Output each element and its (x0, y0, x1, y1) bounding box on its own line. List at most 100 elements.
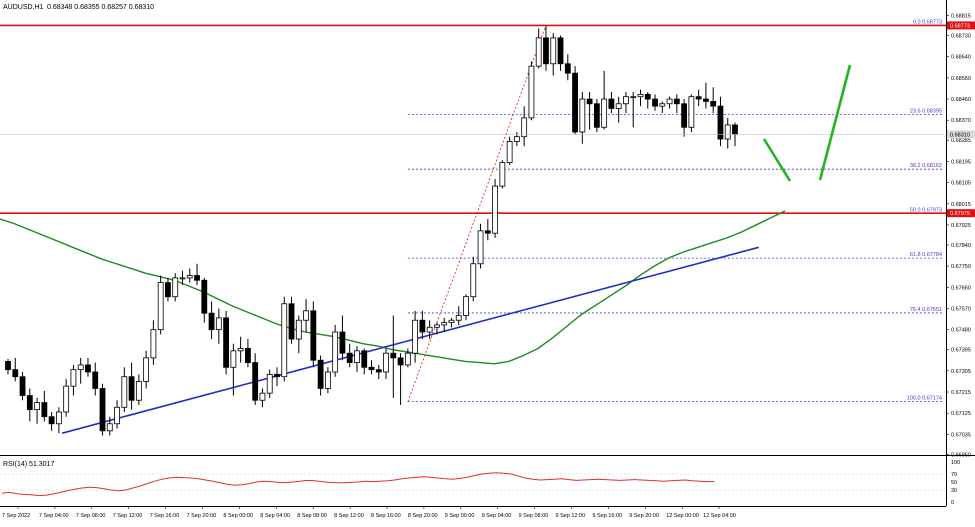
fib-level-label: 0.0 0.68773 (913, 19, 942, 25)
candle (157, 275, 164, 335)
candle (412, 310, 419, 363)
candle (448, 317, 455, 328)
candle (564, 54, 571, 81)
time-tick-label: 7 Sep 12:00 (113, 513, 143, 519)
candle (593, 99, 600, 132)
candle (63, 379, 70, 417)
candle (652, 94, 658, 111)
projection-down-stroke (762, 138, 792, 182)
candle (143, 350, 150, 389)
candle (135, 374, 142, 405)
candle (281, 296, 288, 382)
candle (295, 315, 302, 354)
candle (354, 346, 360, 372)
candle (361, 348, 368, 375)
candle (710, 87, 717, 114)
candle (165, 277, 171, 302)
candle (259, 388, 266, 408)
fib-level-label: 38.2 0.68162 (910, 163, 942, 169)
candle (579, 92, 586, 144)
candle (484, 219, 491, 241)
price-tick-label: 0.68550 (951, 76, 971, 82)
rsi-line (1, 472, 715, 497)
candle (179, 270, 186, 285)
candle (288, 296, 295, 344)
candle (34, 397, 40, 424)
time-tick-label: 7 Sep 2022 (2, 513, 30, 519)
candle (106, 416, 113, 436)
candle (695, 89, 702, 107)
price-tick-label: 0.66950 (951, 452, 971, 458)
price-tick-label: 0.68460 (951, 97, 971, 103)
time-tick-label: 9 Sep 04:00 (482, 513, 512, 519)
candle (463, 294, 469, 321)
candle (128, 362, 135, 410)
time-tick-label: 8 Sep 00:00 (223, 513, 253, 519)
candle (26, 388, 33, 422)
candle (572, 66, 578, 135)
candle (70, 364, 77, 396)
ascending-trendline[interactable] (61, 246, 760, 434)
price-tick-label: 0.67750 (951, 264, 971, 270)
price-tick-label: 0.67305 (951, 369, 971, 375)
candle (397, 353, 404, 405)
candle (521, 106, 528, 147)
candle (230, 343, 237, 396)
candle (470, 256, 477, 302)
candle (121, 367, 128, 412)
candle (615, 96, 622, 123)
candle (441, 317, 448, 332)
candle (346, 343, 353, 368)
price-tick-label: 0.68105 (951, 181, 971, 187)
time-tick-label: 7 Sep 20:00 (187, 513, 217, 519)
candle (12, 357, 19, 382)
candle (186, 268, 193, 283)
rsi-pane[interactable] (0, 456, 946, 506)
candle (208, 301, 215, 340)
candle (404, 348, 411, 368)
candle (368, 360, 375, 375)
candle (673, 94, 680, 114)
candle (659, 101, 666, 114)
support-lines[interactable] (0, 24, 946, 214)
candle (477, 223, 484, 269)
candle (324, 367, 331, 394)
candle (535, 28, 542, 69)
rsi-indicator: 100 70 50 30 0 (0, 460, 960, 506)
candle (703, 82, 709, 109)
candle (506, 136, 513, 165)
time-tick-label: 9 Sep 08:00 (519, 513, 549, 519)
candle (492, 179, 498, 238)
fib-level-label: 23.6 0.68395 (910, 108, 942, 114)
candle (77, 357, 84, 384)
time-tick-label: 8 Sep 08:00 (297, 513, 327, 519)
candle (339, 315, 346, 361)
candle (383, 348, 389, 380)
candle (266, 369, 273, 398)
support-price-label: 0.68773 (950, 23, 970, 29)
time-tick-label: 9 Sep 16:00 (592, 513, 622, 519)
candle (172, 273, 179, 302)
trendline[interactable] (61, 246, 760, 434)
candle (245, 339, 251, 368)
time-tick-label: 8 Sep 04:00 (260, 513, 290, 519)
candle (332, 324, 339, 377)
support-price-box (947, 21, 975, 30)
candle (499, 160, 506, 189)
ohlc-values: 0.68348 0.68355 0.68257 0.68310 (47, 4, 154, 11)
price-tick-label: 0.68730 (951, 34, 971, 40)
price-pane[interactable] (0, 0, 946, 455)
time-tick-label: 7 Sep 08:00 (76, 513, 106, 519)
price-tick-label: 0.68370 (951, 118, 971, 124)
candle (550, 33, 557, 76)
current-price-box (947, 130, 975, 139)
candle (303, 299, 309, 332)
candle (85, 357, 91, 377)
candle (274, 367, 280, 387)
projection-up-stroke (818, 64, 852, 181)
projection-arrows (762, 64, 852, 182)
candle (48, 412, 55, 431)
candle (5, 359, 11, 375)
